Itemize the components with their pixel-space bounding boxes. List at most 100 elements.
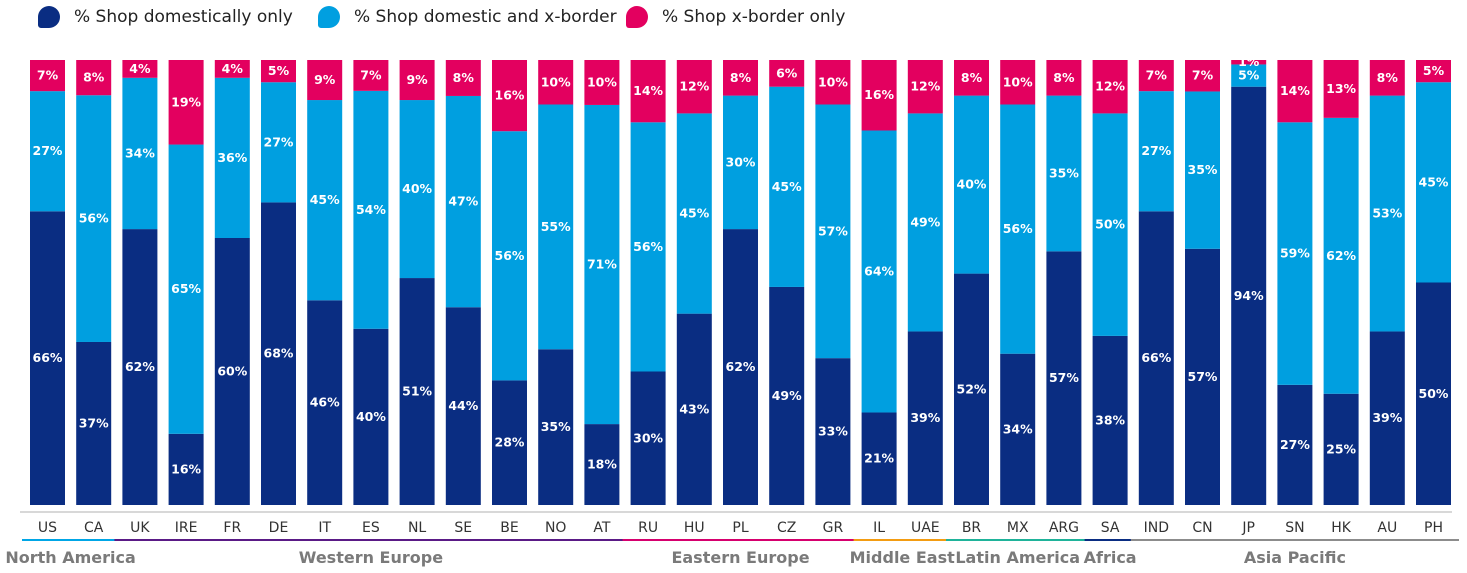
bar-segment-uk-s1 — [122, 77, 158, 230]
x-tick-label: AU — [1377, 520, 1397, 536]
bar-segment-sn-s2 — [1277, 60, 1313, 123]
bar-segment-se-s1 — [445, 95, 481, 308]
legend-swatch-xborder — [626, 6, 648, 28]
bar-segment-il-s1 — [861, 130, 897, 413]
bar-segment-mx-s2 — [1000, 60, 1036, 105]
data-label: 64% — [864, 263, 894, 278]
bar-segment-hu-s1 — [676, 113, 712, 314]
bar-segment-pl-s0 — [723, 229, 758, 505]
bar-segment-sa-s2 — [1092, 60, 1128, 114]
legend-item-domestic: % Shop domestically only — [38, 6, 293, 28]
bar-segment-cz-s1 — [769, 86, 805, 287]
x-tick-label: CA — [84, 520, 104, 536]
bar-segment-at-s2 — [584, 60, 620, 105]
legend-label-domestic-xborder: % Shop domestic and x-border — [354, 7, 617, 27]
x-tick-label: UAE — [911, 520, 940, 536]
bar-segment-ru-s1 — [630, 122, 666, 372]
data-label: 30% — [726, 154, 756, 169]
bar-segment-il-s2 — [861, 60, 897, 131]
data-label: 30% — [633, 430, 663, 445]
data-label: 94% — [1234, 288, 1264, 303]
bar-segment-cz-s0 — [769, 286, 805, 505]
data-label: 62% — [726, 359, 756, 374]
data-label: 68% — [264, 346, 294, 361]
x-tick-label: GR — [823, 520, 844, 536]
bar-segment-il-s0 — [861, 412, 897, 505]
bar-segment-ca-s2 — [76, 60, 112, 96]
bar-segment-it-s1 — [307, 100, 343, 301]
bar-segment-be-s2 — [492, 60, 527, 132]
bar-segment-ru-s2 — [630, 60, 666, 123]
x-tick-label: JP — [1241, 520, 1255, 536]
data-label: 51% — [402, 384, 432, 399]
bar-segment-cn-s0 — [1185, 248, 1220, 505]
legend-item-domestic-xborder: % Shop domestic and x-border — [318, 6, 617, 28]
bar-segment-br-s2 — [954, 60, 989, 96]
data-label: 52% — [957, 381, 987, 396]
legend-swatch-domestic-xborder — [318, 6, 340, 28]
bar-segment-hu-s0 — [676, 313, 712, 505]
data-label: 5% — [268, 63, 290, 78]
data-label: 45% — [772, 179, 802, 194]
x-tick-label: UK — [130, 520, 150, 536]
bar-segment-nl-s1 — [399, 100, 435, 279]
bar-segment-sa-s1 — [1092, 113, 1128, 336]
data-label: 40% — [356, 409, 386, 424]
region-label: Latin America — [955, 548, 1080, 567]
region-label: Asia Pacific — [1244, 548, 1346, 567]
bar-segment-jp-s1 — [1231, 64, 1267, 87]
data-label: 55% — [541, 219, 571, 234]
data-label: 8% — [453, 70, 475, 85]
data-label: 18% — [587, 457, 617, 472]
data-label: 9% — [406, 72, 428, 87]
x-tick-label: HU — [684, 520, 705, 536]
x-tick-label: MX — [1007, 520, 1029, 536]
data-label: 57% — [1188, 369, 1218, 384]
x-tick-label: IND — [1144, 520, 1169, 536]
bar-segment-br-s1 — [954, 95, 989, 274]
region-label: North America — [5, 548, 135, 567]
bar-segment-ca-s1 — [76, 95, 112, 342]
data-label: 66% — [1141, 350, 1171, 365]
data-label: 45% — [1419, 174, 1449, 189]
data-label: 16% — [864, 87, 894, 102]
data-label: 40% — [402, 181, 432, 196]
data-label: 8% — [1053, 70, 1075, 85]
bar-segment-gr-s1 — [815, 104, 851, 359]
data-label: 27% — [264, 134, 294, 149]
data-label: 34% — [125, 145, 155, 160]
bar-segment-uae-s0 — [907, 331, 943, 505]
bar-segment-hu-s2 — [676, 60, 712, 114]
data-label: 39% — [910, 410, 940, 425]
bar-segment-ind-s1 — [1138, 91, 1174, 212]
bar-segment-hk-s1 — [1323, 117, 1359, 394]
data-label: 19% — [171, 94, 201, 109]
data-label: 43% — [679, 401, 709, 416]
x-tick-label: IRE — [175, 520, 198, 536]
region-label: Eastern Europe — [671, 548, 809, 567]
data-label: 57% — [818, 223, 848, 238]
bar-segment-arg-s2 — [1046, 60, 1082, 96]
data-label: 40% — [957, 177, 987, 192]
legend-label-xborder: % Shop x-border only — [662, 7, 846, 27]
data-label: 4% — [222, 61, 244, 76]
bar-segment-us-s1 — [30, 91, 65, 212]
x-tick-label: BE — [500, 520, 518, 536]
data-label: 36% — [217, 150, 247, 165]
bar-segment-au-s0 — [1369, 331, 1405, 505]
bar-segment-de-s1 — [261, 82, 296, 203]
bar-segment-ind-s2 — [1138, 60, 1174, 92]
data-label: 28% — [495, 435, 525, 450]
data-label: 50% — [1419, 386, 1449, 401]
bar-segment-es-s1 — [353, 90, 389, 329]
data-label: 16% — [171, 461, 201, 476]
bar-segment-pl-s1 — [723, 95, 758, 230]
data-label: 35% — [1188, 162, 1218, 177]
x-tick-label: NL — [408, 520, 426, 536]
data-label: 27% — [1280, 437, 1310, 452]
data-label: 39% — [1372, 410, 1402, 425]
bar-segment-ph-s0 — [1416, 282, 1451, 505]
bar-segment-fr-s2 — [214, 60, 250, 78]
data-label: 49% — [772, 388, 802, 403]
bar-segment-fr-s0 — [214, 238, 250, 505]
